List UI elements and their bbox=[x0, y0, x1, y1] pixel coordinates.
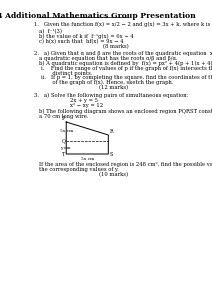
Text: i.    Find the range of values of p if the graph of f(x) intersects the x-axis a: i. Find the range of values of p if the … bbox=[41, 66, 212, 71]
Text: R: R bbox=[109, 129, 113, 134]
Text: If the area of the enclosed region is 248 cm², find the possible values of x and: If the area of the enclosed region is 24… bbox=[39, 162, 212, 167]
Text: b) A quadratic equation is defined by  f(x) = px² + 4(p + 1)x + 4(p − 7).: b) A quadratic equation is defined by f(… bbox=[39, 61, 212, 66]
Text: of the graph of f(x). Hence, sketch the graph.: of the graph of f(x). Hence, sketch the … bbox=[41, 80, 173, 85]
Text: 5x cm: 5x cm bbox=[81, 158, 94, 161]
Text: distinct points.: distinct points. bbox=[41, 70, 92, 76]
Text: x² − xy = 12: x² − xy = 12 bbox=[70, 103, 103, 108]
Text: (10 marks): (10 marks) bbox=[99, 172, 129, 177]
Text: S: S bbox=[109, 152, 113, 157]
Text: the corresponding values of y.: the corresponding values of y. bbox=[39, 167, 119, 172]
Text: c) h(x) such that  hf(x) = 9x − 4: c) h(x) such that hf(x) = 9x − 4 bbox=[39, 39, 123, 44]
Text: Q: Q bbox=[61, 139, 65, 143]
Text: Form 4 Additional Mathematics Group Presentation: Form 4 Additional Mathematics Group Pres… bbox=[0, 12, 195, 20]
Text: a quadratic equation that has the roots α/β and β/α.: a quadratic equation that has the roots … bbox=[39, 56, 177, 61]
Text: y cm: y cm bbox=[60, 146, 71, 149]
Text: 5x cm: 5x cm bbox=[60, 130, 73, 134]
Text: T: T bbox=[62, 152, 65, 157]
Text: a 70 cm long wire.: a 70 cm long wire. bbox=[39, 114, 88, 119]
Text: ii.   If p = 1, by completing the square, find the coordinates of the minimum po: ii. If p = 1, by completing the square, … bbox=[41, 75, 212, 80]
Text: P: P bbox=[62, 116, 65, 121]
Text: (12 marks): (12 marks) bbox=[99, 85, 129, 90]
Text: b) the value of k if  f⁻¹g(x) = 6x − 4: b) the value of k if f⁻¹g(x) = 6x − 4 bbox=[39, 34, 134, 39]
Text: 3.   a) Solve the following pairs of simultaneous equation:: 3. a) Solve the following pairs of simul… bbox=[34, 92, 188, 98]
Text: (8 marks): (8 marks) bbox=[103, 44, 129, 49]
Text: b) The following diagram shows an enclosed region PQRST constructed using: b) The following diagram shows an enclos… bbox=[39, 109, 212, 114]
Text: 2.   a) Given that α and β are the roots of the quadratic equation  x² − 5x + 4 : 2. a) Given that α and β are the roots o… bbox=[34, 51, 212, 56]
Text: a)  f⁻¹(3): a) f⁻¹(3) bbox=[39, 29, 62, 34]
Text: 1.   Given the function f(x) = x/2 − 2 and g(x) = 3x + k, where k is a constant,: 1. Given the function f(x) = x/2 − 2 and… bbox=[34, 22, 212, 27]
Text: 2x + y = 5: 2x + y = 5 bbox=[70, 98, 98, 103]
